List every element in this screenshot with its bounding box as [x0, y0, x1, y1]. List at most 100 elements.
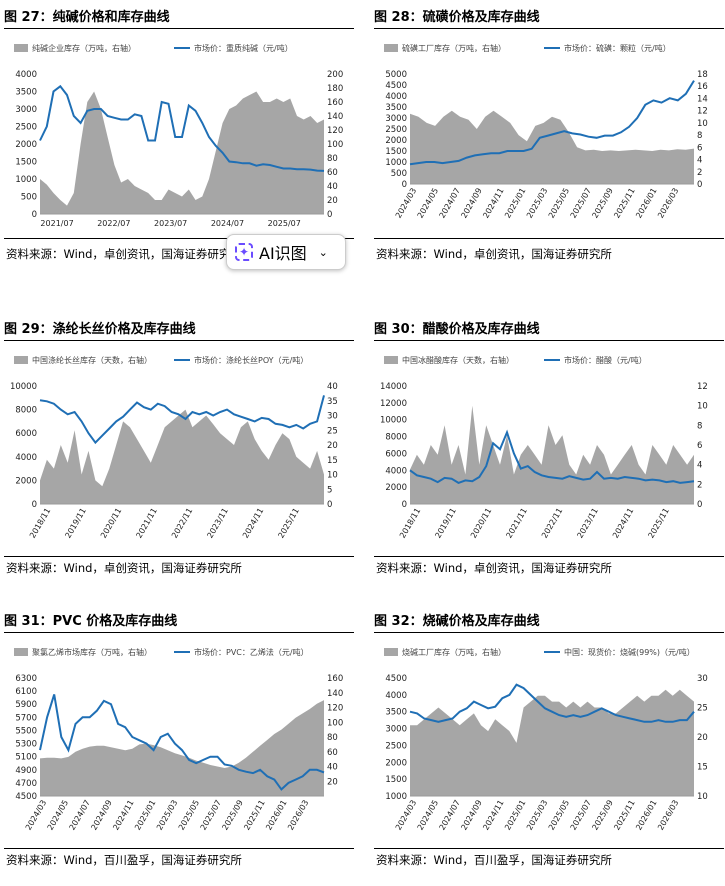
x-tick: 2025/09	[590, 799, 614, 832]
x-tick: 2025/03	[525, 187, 549, 220]
source-divider	[4, 556, 354, 557]
x-tick: 2018/11	[398, 507, 422, 540]
y-tick-left: 3000	[385, 725, 407, 735]
y-tick-right: 2	[697, 480, 702, 490]
x-tick: 2026/01	[634, 187, 658, 220]
source-note: 资料来源：Wind，卓创资讯，国海证券研究所	[376, 561, 612, 575]
y-tick-right: 20	[697, 733, 708, 743]
x-tick: 2021/07	[40, 219, 73, 228]
y-tick-right: 12	[697, 107, 708, 117]
x-tick: 2022/11	[540, 507, 564, 540]
y-tick-right: 0	[697, 500, 702, 510]
chart-svg: 硫磺工厂库存（万吨，右轴） 市场价：硫磺：颗粒（元/吨）0500100015002…	[384, 43, 708, 220]
legend-label: 市场价：醋酸（元/吨）	[564, 355, 647, 365]
title-divider	[4, 340, 354, 341]
y-tick-left: 6000	[15, 429, 37, 439]
x-tick: 2025/05	[547, 799, 571, 832]
chart-title: 图 30：醋酸价格及库存曲线	[374, 322, 540, 337]
inventory-area	[410, 689, 694, 796]
y-tick-left: 4500	[15, 792, 37, 802]
legend-label: 市场价：涤纶长丝POY（元/吨）	[194, 355, 308, 365]
chart-title: 图 32：烧碱价格及库存曲线	[374, 614, 540, 629]
legend-swatch-area	[14, 356, 28, 364]
chart-title: 图 31：PVC 价格及库存曲线	[4, 614, 178, 629]
source-divider	[374, 556, 724, 557]
y-tick-left: 8000	[385, 433, 407, 443]
x-tick: 2023/11	[205, 507, 229, 540]
x-tick: 2023/07	[154, 219, 187, 228]
chart-panel-29: 图 29：涤纶长丝价格及库存曲线 中国涤纶长丝库存（天数，右轴） 市场价：涤纶长丝…	[4, 318, 354, 580]
x-tick: 2024/07	[438, 187, 462, 220]
x-tick: 2022/07	[97, 219, 130, 228]
y-tick-left: 5700	[15, 713, 37, 723]
y-tick-right: 0	[327, 500, 332, 510]
y-tick-right: 30	[697, 674, 708, 684]
y-tick-right: 20	[327, 777, 338, 787]
y-tick-left: 2000	[385, 136, 407, 146]
x-tick: 2024/11	[481, 799, 505, 832]
y-tick-left: 2500	[15, 123, 37, 133]
x-tick: 2019/11	[63, 507, 87, 540]
legend-label: 中国涤纶长丝库存（天数，右轴）	[32, 355, 152, 365]
sparkle-icon: ✦	[235, 243, 253, 261]
y-tick-right: 140	[327, 689, 343, 699]
chevron-down-icon: ⌄	[318, 245, 328, 259]
y-tick-right: 0	[697, 180, 702, 190]
y-tick-left: 4000	[385, 691, 407, 701]
x-tick: 2026/03	[286, 799, 310, 832]
ai-recognize-button[interactable]: ✦ AI识图 ⌄	[226, 234, 346, 270]
y-tick-left: 14000	[380, 382, 407, 392]
x-tick: 2020/11	[469, 507, 493, 540]
chart-title: 图 27：纯碱价格和库存曲线	[4, 10, 170, 25]
price-line	[409, 80, 695, 166]
y-tick-left: 4900	[15, 766, 37, 776]
legend-label: 中国：现货价：烧碱(99%)（元/吨）	[564, 647, 695, 657]
y-tick-right: 120	[327, 704, 343, 714]
y-tick-right: 40	[327, 182, 338, 192]
y-tick-left: 3500	[15, 88, 37, 98]
chart-panel-28: 图 28：硫磺价格及库存曲线 硫磺工厂库存（万吨，右轴） 市场价：硫磺：颗粒（元/…	[374, 6, 724, 262]
y-tick-left: 10000	[10, 382, 37, 392]
y-tick-right: 60	[327, 168, 338, 178]
source-divider	[374, 238, 724, 239]
x-tick: 2024/11	[481, 187, 505, 220]
y-tick-left: 500	[391, 169, 407, 179]
y-tick-right: 160	[327, 674, 343, 684]
y-tick-right: 15	[697, 763, 708, 773]
y-tick-right: 80	[327, 154, 338, 164]
inventory-area	[410, 110, 694, 184]
title-divider	[4, 28, 354, 29]
y-tick-right: 40	[327, 763, 338, 773]
x-tick: 2021/11	[504, 507, 528, 540]
y-tick-right: 12	[697, 382, 708, 392]
legend-swatch-area	[14, 44, 28, 52]
y-tick-left: 500	[21, 193, 37, 203]
x-tick: 2025/03	[155, 799, 179, 832]
y-tick-left: 4700	[15, 779, 37, 789]
y-tick-left: 0	[32, 500, 37, 510]
x-tick: 2024/11	[241, 507, 265, 540]
y-tick-right: 6	[697, 441, 702, 451]
chart-panel-31: 图 31：PVC 价格及库存曲线 聚氯乙烯市场库存（万吨，右轴） 市场价：PVC：…	[4, 610, 354, 880]
x-tick: 2024/11	[611, 507, 635, 540]
y-tick-left: 2000	[385, 758, 407, 768]
y-tick-left: 4000	[15, 70, 37, 80]
y-tick-left: 2500	[385, 741, 407, 751]
y-tick-right: 10	[697, 792, 708, 802]
legend-swatch-area	[14, 648, 28, 656]
x-tick: 2024/09	[459, 799, 483, 832]
y-tick-left: 3500	[385, 708, 407, 718]
y-tick-right: 15	[327, 456, 338, 466]
x-tick: 2024/07	[438, 799, 462, 832]
y-tick-left: 3500	[385, 103, 407, 113]
source-divider	[4, 238, 354, 239]
y-tick-left: 0	[32, 210, 37, 220]
title-divider	[374, 28, 724, 29]
y-tick-left: 6000	[385, 449, 407, 459]
x-tick: 2019/11	[433, 507, 457, 540]
x-tick: 2025/07	[199, 799, 223, 832]
x-tick: 2026/01	[264, 799, 288, 832]
legend-label: 市场价：重质纯碱（元/吨）	[194, 43, 293, 53]
x-tick: 2025/11	[242, 799, 266, 832]
x-tick: 2025/09	[220, 799, 244, 832]
